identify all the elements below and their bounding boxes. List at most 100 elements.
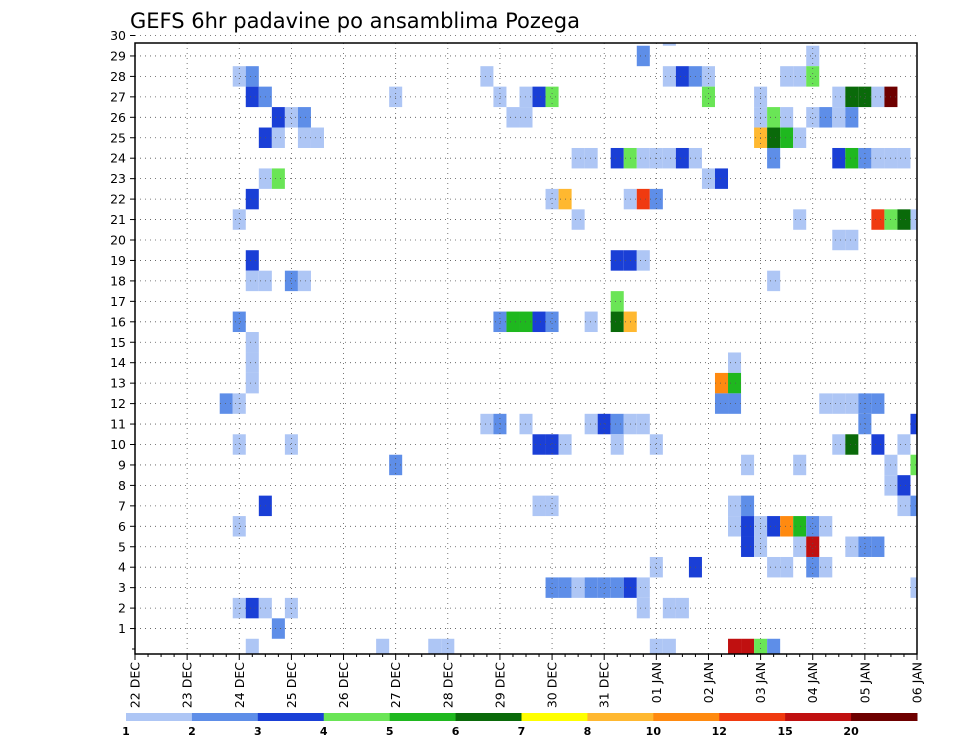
y-tick-label: 13 [110,376,126,391]
heatmap-cell [897,147,911,169]
heatmap-cell [767,107,781,128]
legend-swatch [587,713,654,721]
y-tick-label: 12 [110,396,126,411]
heatmap-cell [858,413,872,435]
heatmap-cell [910,209,917,230]
heatmap-cell [728,516,742,537]
heatmap-cell [584,577,598,598]
heatmap-cell [793,536,807,557]
heatmap-cell [845,536,859,557]
legend-label: 3 [254,725,262,738]
heatmap-cell [793,516,807,537]
heatmap-cell [480,66,494,87]
heatmap-cell [232,66,246,87]
heatmap-cell [310,127,324,148]
y-axis: 1234567891011121314151617181920212223242… [110,28,135,650]
heatmap-cell [741,516,755,537]
y-tick-label: 24 [110,151,126,166]
heatmap-cell [741,495,755,517]
heatmap-cell [871,393,885,414]
heatmap-cell [636,45,650,67]
heatmap-cell [545,86,559,108]
heatmap-cell [793,209,807,230]
heatmap-cell [232,311,246,333]
heatmap-cell [649,434,663,455]
heatmap-cell [284,434,298,455]
x-tick-label: 22 DEC [128,662,143,708]
heatmap-cell [845,393,859,414]
y-tick-label: 21 [110,212,126,227]
heatmap-cell [532,434,546,455]
y-tick-label: 17 [110,294,126,309]
heatmap-cell [897,475,911,496]
y-tick-label: 6 [118,519,126,534]
heatmap-cell [271,127,285,148]
heatmap-cell [871,536,885,557]
y-tick-label: 30 [110,28,126,43]
heatmap-cell [662,43,676,46]
chart-title: GEFS 6hr padavine po ansamblima Pozega [130,9,580,33]
heatmap-cell [649,556,663,578]
legend-swatch [719,713,786,721]
heatmap-cell [714,372,729,394]
heatmap-cell [571,577,585,598]
heatmap-cell [728,638,742,654]
y-tick-label: 23 [110,171,126,186]
grid-lines [135,35,917,654]
legend-swatch [323,713,391,721]
legend-swatch [389,713,457,721]
heatmap-cell [780,66,794,87]
heatmap-cell [832,147,846,169]
heatmap-cell [545,434,559,455]
heatmap-cell [545,577,559,598]
heatmap-cell [701,66,715,87]
heatmap-cell [662,597,676,619]
heatmap-cell [871,434,885,455]
heatmap-cell [636,413,650,435]
heatmap-cell [245,66,259,87]
legend-label: 2 [188,725,196,738]
heatmap-cell [767,127,781,148]
y-tick-label: 8 [118,478,126,493]
heatmap-cell [845,147,859,169]
heatmap-cell [584,413,598,435]
heatmap-cell [571,209,585,230]
heatmap-cell [245,188,259,210]
legend-label: 7 [518,725,526,738]
heatmap-cell [806,107,820,128]
heatmap-cell [245,270,259,292]
x-tick-label: 31 DEC [597,662,612,708]
heatmap-cell [675,597,689,619]
heatmap-cell [780,556,794,578]
heatmap-cell [636,147,650,169]
heatmap-cell [741,536,755,557]
y-tick-label: 7 [118,498,126,513]
heatmap-cell [584,147,598,169]
heatmap-cell [610,413,624,435]
legend-swatch [785,713,852,721]
heatmap-cell [271,168,285,189]
legend-swatch [455,713,522,721]
y-tick-label: 19 [110,253,126,268]
heatmap-cell [597,413,611,435]
heatmap-cell [532,86,546,108]
heatmap-cell [245,597,259,619]
x-tick-label: 28 DEC [440,662,455,708]
heatmap-cell [245,86,259,108]
heatmap-cell [636,250,650,271]
heatmap-cell [649,188,663,210]
heatmap-cell [610,250,624,271]
heatmap-cell [297,107,311,128]
heatmap-cell [832,229,846,251]
heatmap-cell [284,107,298,128]
heatmap-cell [480,413,494,435]
legend-label: 10 [646,725,662,738]
y-tick-label: 26 [110,110,126,125]
heatmap-cell [767,516,781,537]
heatmap-cell [741,638,755,654]
heatmap-cell [545,311,559,333]
x-tick-label: 26 DEC [336,662,351,708]
heatmap-cell [714,393,729,414]
heatmap-cell [806,516,820,537]
heatmap-cell [806,556,820,578]
